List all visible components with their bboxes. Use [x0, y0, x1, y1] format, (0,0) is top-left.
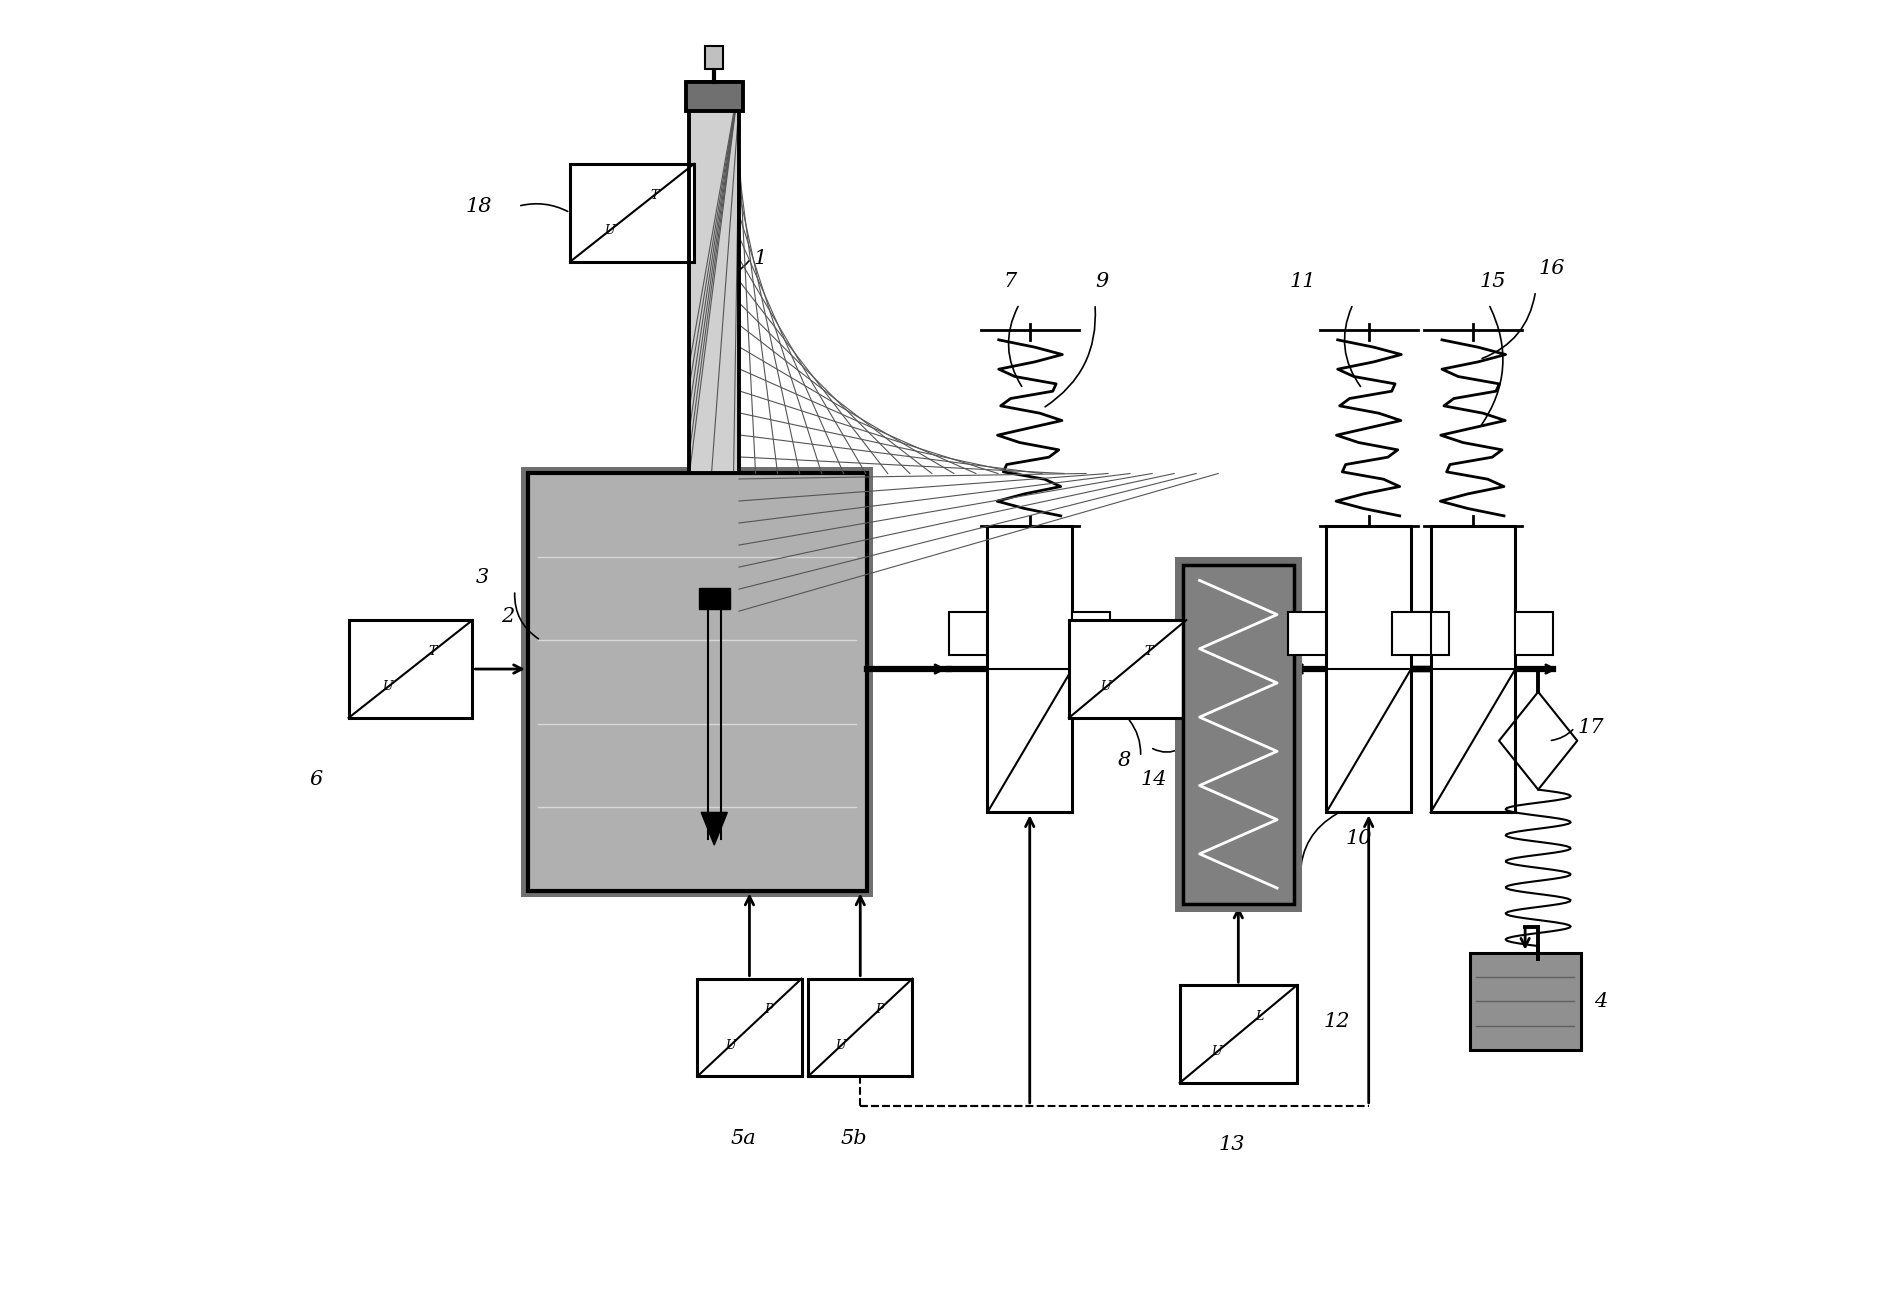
Text: 9: 9	[1094, 272, 1107, 291]
Text: U: U	[1211, 1046, 1222, 1059]
Bar	[689, 83, 739, 474]
Bar	[527, 474, 867, 891]
Bar	[948, 611, 986, 655]
Text: 12: 12	[1322, 1012, 1349, 1030]
Bar	[1288, 611, 1326, 655]
Bar	[986, 526, 1071, 812]
Text: P: P	[763, 1004, 773, 1017]
Bar	[1175, 556, 1302, 912]
Bar	[1326, 526, 1411, 812]
Bar	[1183, 564, 1294, 904]
Text: 10: 10	[1345, 829, 1371, 848]
Text: 4: 4	[1592, 992, 1606, 1012]
Text: 18: 18	[465, 197, 491, 215]
Bar	[521, 467, 873, 897]
Text: 11: 11	[1290, 272, 1317, 291]
Text: U: U	[725, 1039, 735, 1052]
Text: 5a: 5a	[729, 1128, 756, 1148]
Text: U: U	[383, 680, 393, 693]
Text: T: T	[429, 646, 436, 657]
Bar	[1470, 953, 1579, 1051]
Text: U: U	[604, 224, 614, 237]
Bar	[1071, 611, 1109, 655]
Text: T: T	[1145, 646, 1152, 657]
Text: 1: 1	[754, 249, 767, 268]
Text: 14: 14	[1139, 770, 1166, 789]
Text: 6: 6	[310, 770, 323, 789]
Polygon shape	[701, 812, 727, 845]
Bar	[1515, 611, 1553, 655]
Text: 13: 13	[1218, 1135, 1245, 1155]
Text: 16: 16	[1538, 258, 1564, 278]
Bar	[1392, 611, 1430, 655]
Bar	[808, 979, 912, 1076]
Text: 5b: 5b	[841, 1128, 867, 1148]
Text: L: L	[1254, 1010, 1264, 1023]
Bar	[697, 979, 801, 1076]
Bar	[686, 83, 742, 112]
Bar	[1069, 621, 1186, 718]
Bar	[1430, 526, 1515, 812]
Bar	[705, 46, 723, 70]
Text: U: U	[1101, 680, 1111, 693]
Bar	[570, 164, 693, 261]
Text: 8: 8	[1116, 750, 1130, 770]
Text: U: U	[835, 1039, 846, 1052]
Text: 17: 17	[1577, 718, 1604, 737]
Polygon shape	[699, 588, 729, 609]
Bar	[1411, 611, 1449, 655]
Text: 2: 2	[501, 607, 514, 626]
Text: T: T	[650, 189, 657, 202]
Text: 7: 7	[1003, 272, 1016, 291]
Text: 3: 3	[476, 568, 489, 588]
Text: 15: 15	[1479, 272, 1506, 291]
Bar	[689, 83, 739, 474]
Text: P: P	[875, 1004, 882, 1017]
Bar	[1179, 985, 1296, 1082]
Bar	[348, 621, 472, 718]
